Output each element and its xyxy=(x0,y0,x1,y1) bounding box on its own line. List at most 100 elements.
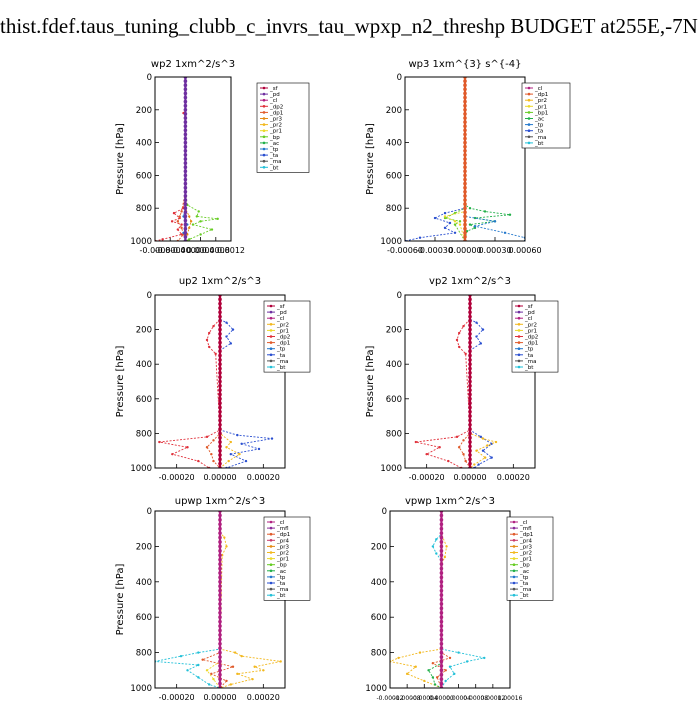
y-tick-label: 400 xyxy=(136,578,152,588)
series-point-cl xyxy=(439,650,444,655)
x-tick-label: -0.00012 xyxy=(377,695,404,700)
x-tick-label: -0.00004 xyxy=(411,695,438,700)
series-point-pr2 xyxy=(229,683,233,686)
series-point-cl xyxy=(439,544,444,549)
series-point-pd xyxy=(183,177,188,182)
series-point-dp2 xyxy=(447,459,450,463)
y-tick-label: 600 xyxy=(386,171,402,181)
series-point-cl xyxy=(218,513,222,518)
legend-label: _tp xyxy=(534,123,544,129)
legend-swatch-dot xyxy=(269,593,273,597)
series-point-cl xyxy=(218,526,222,531)
legend-swatch-dot xyxy=(269,310,273,314)
series-point-cl xyxy=(439,619,444,624)
series-point-dp2 xyxy=(207,331,211,335)
series-point-dp1 xyxy=(457,446,461,449)
legend-label: _sf xyxy=(276,304,286,310)
legend-label: _ac xyxy=(534,117,544,123)
plot-frame-up2 xyxy=(154,294,286,469)
series-point-cl xyxy=(218,557,222,562)
series-point-dp1 xyxy=(463,79,467,83)
series-line-pr1 xyxy=(206,511,221,688)
series-point-bt xyxy=(453,672,456,676)
series-point-bt xyxy=(435,552,438,555)
series-point-bp xyxy=(453,223,457,226)
series-point-cl xyxy=(218,535,222,540)
series-point-sf xyxy=(218,310,222,315)
legend-label: _ac xyxy=(519,569,529,575)
x-tick-label: -0.0004 xyxy=(155,246,186,255)
series-point-cl xyxy=(439,628,444,633)
series-point-pd xyxy=(183,173,188,178)
x-tick-label: -0.00020 xyxy=(409,473,445,482)
legend-swatch-dot xyxy=(262,147,266,151)
series-point-ac xyxy=(427,669,430,672)
series-point-ac xyxy=(473,216,477,220)
series-point-pr2 xyxy=(483,456,487,459)
y-tick-label: 200 xyxy=(386,106,402,116)
series-point-cl xyxy=(218,602,222,606)
x-tick-label: -0.00030 xyxy=(417,246,453,255)
x-tick-label: -0.00060 xyxy=(387,246,423,255)
series-point-dp1 xyxy=(176,220,179,223)
series-point-pd xyxy=(183,214,188,219)
series-point-pr2 xyxy=(262,669,265,672)
series-point-dp1 xyxy=(463,91,467,96)
legend-label: _tp xyxy=(524,347,534,353)
series-point-dp1 xyxy=(463,116,467,120)
series-point-pd xyxy=(183,181,188,186)
series-point-pd xyxy=(183,161,188,165)
y-axis-label-vp2: Pressure [hPa] xyxy=(365,346,376,418)
series-point-dp1 xyxy=(212,459,215,463)
series-point-pd xyxy=(183,116,188,120)
legend-swatch-dot xyxy=(512,563,516,566)
series-point-dp2 xyxy=(172,211,176,215)
y-tick-label: 0 xyxy=(382,507,387,517)
series-point-ac xyxy=(468,207,472,210)
series-point-pd xyxy=(183,132,188,137)
series-point-dp1 xyxy=(462,452,465,456)
series-point-sf xyxy=(218,401,222,405)
legend-label: _ma xyxy=(276,359,288,365)
series-point-ta xyxy=(443,226,447,230)
series-point-cl xyxy=(439,668,444,673)
y-tick-label: 1000 xyxy=(130,464,152,474)
x-tick-label: 0.00000 xyxy=(453,473,486,482)
y-tick-label: 0 xyxy=(147,73,152,83)
series-point-sf xyxy=(218,444,222,449)
legend-swatch-dot xyxy=(527,105,531,108)
series-point-sf xyxy=(468,397,472,401)
series-point-cl xyxy=(218,566,222,571)
series-point-sf xyxy=(468,461,472,466)
y-tick-label: 800 xyxy=(136,429,152,439)
series-point-pr2 xyxy=(253,665,256,668)
legend-wp3: _cl_dp1_pr2_pr1_bp1_ac_tp_ta_ma_bt xyxy=(521,82,571,149)
series-point-dp1 xyxy=(463,128,467,133)
series-point-sf xyxy=(218,336,222,341)
series-point-pr2 xyxy=(414,665,417,668)
series-point-pr2 xyxy=(494,440,498,444)
series-point-sf xyxy=(468,323,472,328)
series-point-pr1 xyxy=(458,223,462,226)
series-point-sf xyxy=(218,448,222,453)
series-point-pr2 xyxy=(397,656,400,660)
chart-title-wp3: wp3 1xm^{3} s^{-4} xyxy=(408,59,521,70)
series-point-ta xyxy=(481,328,485,331)
series-point-dp1 xyxy=(463,185,467,190)
legend-label: _ta xyxy=(519,581,528,587)
series-point-pd xyxy=(183,190,188,194)
series-point-sf xyxy=(218,375,222,379)
series-point-bt xyxy=(197,676,200,679)
series-point-cl xyxy=(439,633,444,637)
series-point-cl xyxy=(218,593,222,597)
series-point-ta xyxy=(475,335,478,338)
series-point-cl xyxy=(218,588,222,593)
legend-swatch-dot xyxy=(269,329,273,332)
series-point-sf xyxy=(468,314,472,319)
series-point-sf xyxy=(468,448,472,453)
series-point-ta xyxy=(479,435,483,439)
series-point-ta xyxy=(231,328,235,331)
series-point-pd xyxy=(183,194,188,198)
series-point-cl xyxy=(439,566,444,571)
panel-vp2: vp2 1xm^2/s^3 Pressure [hPa] 0 200 400 600 800… xyxy=(362,272,612,497)
